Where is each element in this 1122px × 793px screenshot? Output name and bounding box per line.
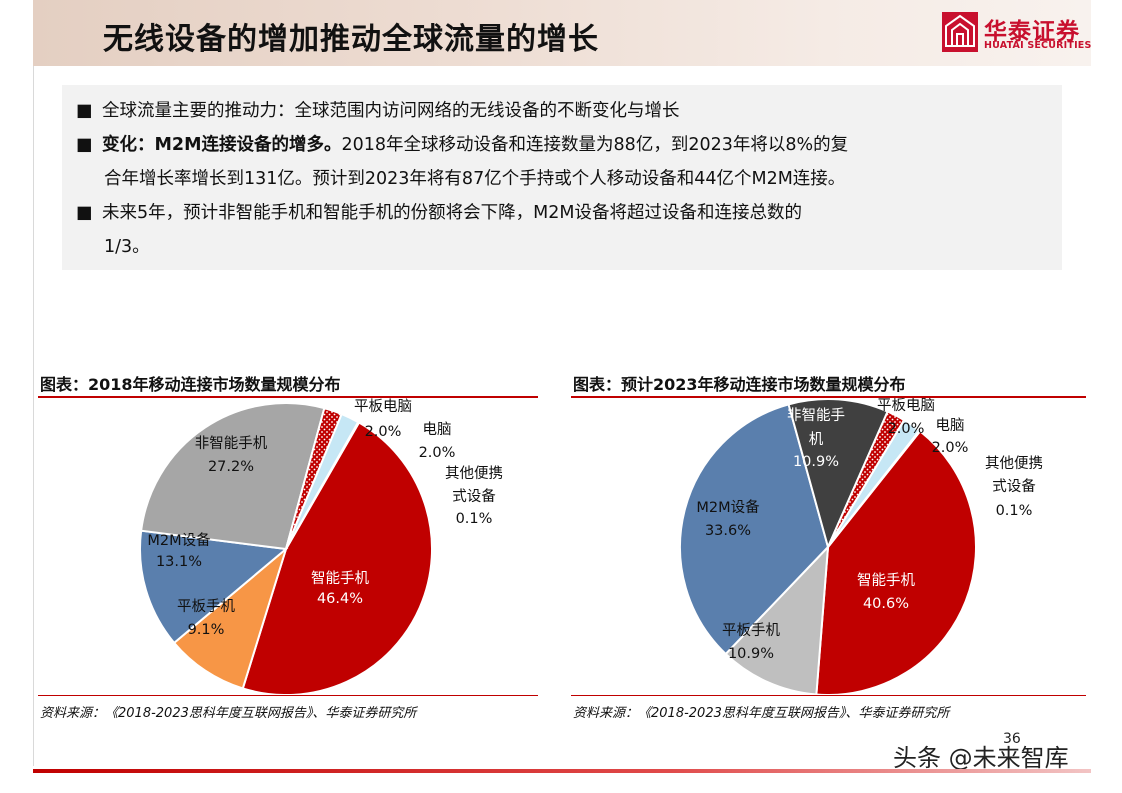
- chart-1-title: 图表：2018年移动连接市场数量规模分布: [40, 375, 341, 394]
- slice-value-label: 10.9%: [728, 646, 774, 662]
- bullet-1: ■ 全球流量主要的推动力：全球范围内访问网络的无线设备的不断变化与增长: [76, 94, 680, 128]
- bullet-marker: ■: [76, 135, 93, 155]
- slice-name-label: M2M设备: [147, 532, 211, 549]
- slice-value-label: 9.1%: [188, 622, 225, 638]
- chart-1-title-rule: [38, 396, 538, 398]
- chart-2-source: 资料来源：《2018-2023思科年度互联网报告》、华泰证券研究所: [573, 706, 950, 721]
- bullet-1-text: 全球流量主要的推动力：全球范围内访问网络的无线设备的不断变化与增长: [102, 101, 680, 121]
- page-title: 无线设备的增加推动全球流量的增长: [103, 22, 599, 57]
- pie-slice-0: [241, 421, 433, 694]
- pie-slice-6: [285, 420, 361, 550]
- chart-1-source: 资料来源：《2018-2023思科年度互联网报告》、华泰证券研究所: [40, 706, 417, 721]
- slice-name-label: 非智能手: [787, 407, 845, 424]
- chart-1-source-rule: [38, 695, 538, 696]
- chart-2-pie: 智能手机 40.6% 平板手机 10.9% M2M设备 33.6% 非智能手机 10.9% 平板…: [679, 398, 1043, 694]
- slice-value-label: 2.0%: [419, 445, 456, 461]
- bullet-marker: ■: [76, 101, 93, 121]
- chart-2-title: 图表：预计2023年移动连接市场数量规模分布: [573, 375, 906, 394]
- slice-name-label: 机: [809, 431, 824, 448]
- bullet-2-text: 2018年全球移动设备和连接数量为88亿，到2023年将以8%的复: [341, 135, 849, 155]
- slice-name-label: 平板手机: [177, 597, 235, 615]
- slice-name-label: 式设备: [992, 478, 1036, 495]
- slice-value-label: 27.2%: [208, 459, 254, 475]
- slice-name-label: 平板手机: [722, 621, 780, 639]
- slice-value-label: 46.4%: [317, 591, 363, 607]
- slice-name-label: M2M设备: [696, 499, 760, 516]
- slice-value-label: 2.0%: [888, 421, 925, 437]
- slice-value-label: 33.6%: [705, 523, 751, 539]
- logo-text-cn: 华泰证券: [984, 19, 1080, 45]
- slice-value-label: 13.1%: [156, 554, 202, 570]
- pie-slice-3: [140, 402, 326, 551]
- pie-slice-2: [139, 529, 289, 645]
- slice-name-label: 智能手机: [857, 572, 915, 589]
- slice-name-label: 电脑: [423, 421, 452, 438]
- slice-value-label: 10.9%: [793, 454, 839, 470]
- slice-name-label: 电脑: [936, 417, 965, 434]
- bullet-marker: ■: [76, 203, 93, 223]
- bullet-3-text: 未来5年，预计非智能手机和智能手机的份额将会下降，M2M设备将超过设备和连接总数…: [102, 203, 802, 223]
- pie-slice-0: [815, 429, 977, 694]
- watermark: 头条 @未来智库: [893, 744, 1069, 772]
- chart-2-source-rule: [571, 695, 1086, 696]
- pie-slice-3: [787, 398, 889, 550]
- pie-slice-6: [827, 429, 922, 548]
- slice-name-label: 其他便携: [985, 455, 1043, 472]
- footer-line: [33, 769, 1091, 773]
- slice-name-label: 平板电脑: [877, 398, 935, 414]
- slice-value-label: 40.6%: [863, 596, 909, 612]
- bullet-box: ■ 全球流量主要的推动力：全球范围内访问网络的无线设备的不断变化与增长 ■ 变化：M…: [62, 85, 1062, 270]
- slice-name-label: 其他便携: [445, 465, 503, 482]
- page-number: 36: [1003, 731, 1021, 747]
- pie-slice-2: [679, 403, 830, 656]
- chart-2-title-rule: [571, 396, 1086, 398]
- logo-text-en: HUATAI SECURITIES: [984, 40, 1092, 51]
- left-divider: [33, 66, 34, 766]
- bullet-3-continuation: 1/3。: [104, 237, 150, 257]
- bullet-2-bold: 变化：M2M连接设备的增多。: [102, 135, 342, 155]
- slice-value-label: 0.1%: [996, 503, 1033, 519]
- bullet-2: ■ 变化：M2M连接设备的增多。2018年全球移动设备和连接数量为88亿，到202…: [76, 128, 848, 162]
- pie-slice-1: [172, 546, 288, 690]
- pie-slice-1: [724, 544, 830, 694]
- slice-name-label: 非智能手机: [195, 435, 268, 452]
- slice-value-label: 2.0%: [932, 440, 969, 456]
- slice-name-label: 平板电脑: [354, 398, 412, 415]
- slice-value-label: 0.1%: [456, 511, 493, 527]
- bullet-3: ■ 未来5年，预计非智能手机和智能手机的份额将会下降，M2M设备将超过设备和连接总…: [76, 196, 802, 230]
- huatai-logo: 华泰证券 HUATAI SECURITIES: [942, 12, 1102, 56]
- slice-name-label: 式设备: [452, 488, 496, 505]
- slice-name-label: 智能手机: [311, 570, 369, 587]
- huatai-logo-icon: [942, 12, 978, 52]
- slice-value-label: 2.0%: [365, 424, 402, 440]
- bullet-2-continuation: 合年增长率增长到131亿。预计到2023年将有87亿个手持或个人移动设备和44亿…: [104, 169, 846, 189]
- title-bar: 无线设备的增加推动全球流量的增长 华泰证券 HUATAI SECURITIES: [33, 0, 1091, 66]
- chart-1-pie: 智能手机 46.4% 平板手机 9.1% M2M设备 13.1% 非智能手机 27.2% 平板电…: [139, 398, 503, 694]
